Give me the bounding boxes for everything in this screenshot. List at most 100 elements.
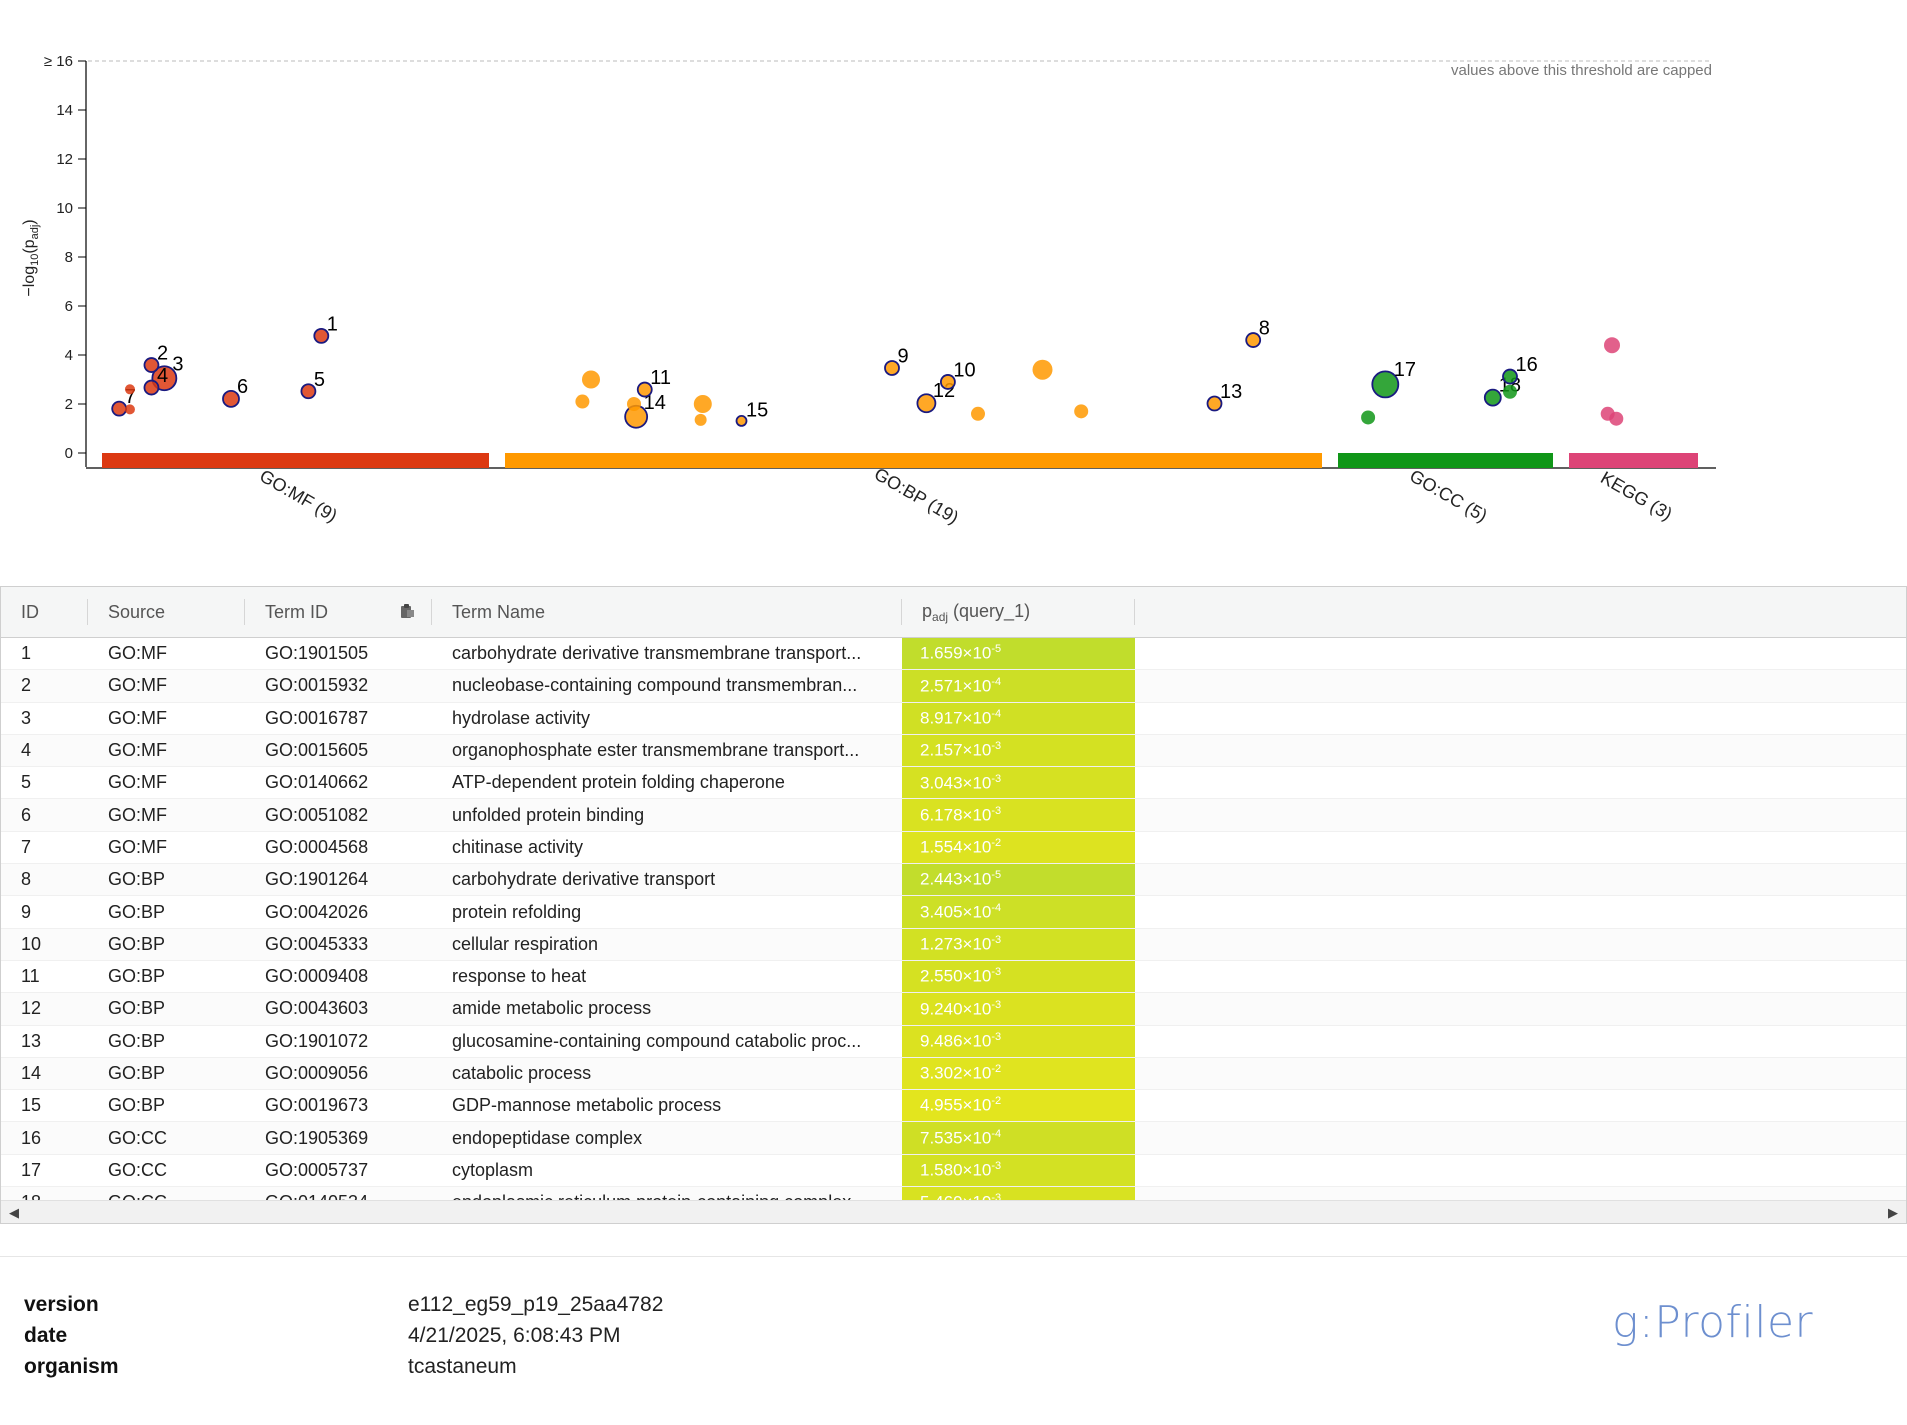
scroll-left-icon[interactable]: ◀ <box>9 1205 19 1220</box>
data-point[interactable] <box>575 394 590 409</box>
y-tick-label: 0 <box>65 445 73 462</box>
table-row[interactable]: 7 GO:MF GO:0004568 chitinase activity 1.554×… <box>1 831 1906 865</box>
table-row[interactable]: 1 GO:MF GO:1901505 carbohydrate derivative … <box>1 637 1906 671</box>
cell-id: 17 <box>1 1154 88 1188</box>
data-point[interactable] <box>636 381 653 398</box>
cell-term-id: GO:1905369 <box>245 1121 432 1155</box>
table-row[interactable]: 15 GO:BP GO:0019673 GDP-mannose metabolic p… <box>1 1089 1906 1123</box>
cell-term-name: carbohydrate derivative transport <box>432 863 902 897</box>
cell-padj: 9.486×10-3 <box>902 1025 1135 1058</box>
cell-source: GO:MF <box>88 766 245 800</box>
cell-padj: 3.302×10-2 <box>902 1057 1135 1091</box>
source-label: KEGG (3) <box>1597 467 1675 524</box>
meta-date-label: date <box>24 1324 68 1347</box>
header-padj[interactable]: padj (query_1) <box>902 587 1135 638</box>
cell-term-id: GO:0042026 <box>245 895 432 929</box>
cell-id: 5 <box>1 766 88 800</box>
data-point[interactable] <box>1502 368 1518 385</box>
cell-source: GO:CC <box>88 1154 245 1188</box>
data-point[interactable] <box>694 413 707 426</box>
table-row[interactable]: 2 GO:MF GO:0015932 nucleobase-containing co… <box>1 669 1906 703</box>
source-bar-kegg[interactable] <box>1569 453 1698 468</box>
data-point[interactable] <box>124 404 135 415</box>
data-point[interactable] <box>1604 337 1620 354</box>
data-point[interactable] <box>916 393 937 414</box>
source-bars: GO:MF (9) GO:BP (19) GO:CC (5) KEGG (3) <box>102 453 1698 528</box>
data-point[interactable] <box>884 360 900 376</box>
data-point[interactable] <box>1371 370 1400 399</box>
point-label: 4 <box>157 365 168 387</box>
cell-term-name: chitinase activity <box>432 831 902 865</box>
header-id[interactable]: ID <box>1 587 88 638</box>
header-term-id[interactable]: Term ID <box>245 587 432 638</box>
data-point[interactable] <box>735 415 748 427</box>
data-point[interactable] <box>143 357 160 373</box>
table-row[interactable]: 12 GO:BP GO:0043603 amide metabolic process… <box>1 992 1906 1026</box>
data-point[interactable] <box>627 397 641 411</box>
horizontal-scrollbar[interactable]: ◀ ▶ <box>1 1200 1906 1223</box>
cell-term-name: response to heat <box>432 960 902 994</box>
data-point[interactable] <box>693 395 712 413</box>
data-points[interactable]: 173141261872451119101381615 <box>111 313 1624 429</box>
header-term-name[interactable]: Term Name <box>432 587 902 638</box>
cap-note: values above this threshold are capped <box>1451 62 1712 79</box>
data-point[interactable] <box>582 370 600 389</box>
table-row[interactable]: 16 GO:CC GO:1905369 endopeptidase complex 7.… <box>1 1121 1906 1155</box>
source-bar-go-bp[interactable] <box>505 453 1322 468</box>
cell-empty <box>1135 928 1906 961</box>
data-point[interactable] <box>1245 332 1262 348</box>
header-source[interactable]: Source <box>88 587 245 638</box>
table-row[interactable]: 11 GO:BP GO:0009408 response to heat 2.550×1… <box>1 960 1906 994</box>
cell-padj: 1.659×10-5 <box>902 637 1135 671</box>
table-row[interactable]: 17 GO:CC GO:0005737 cytoplasm 1.580×10-3 <box>1 1154 1906 1188</box>
data-point[interactable] <box>1361 410 1376 425</box>
cell-term-name: glucosamine-containing compound cataboli… <box>432 1025 902 1058</box>
data-point[interactable] <box>222 389 240 408</box>
cell-empty <box>1135 1025 1906 1058</box>
cell-empty <box>1135 895 1906 929</box>
y-tick-label: 8 <box>65 249 73 266</box>
y-tick-label: 4 <box>65 347 73 364</box>
point-label: 9 <box>898 345 909 367</box>
table-row[interactable]: 10 GO:BP GO:0045333 cellular respiration 1.2… <box>1 928 1906 961</box>
source-bar-go-cc[interactable] <box>1338 453 1553 468</box>
cell-term-id: GO:0019673 <box>245 1089 432 1123</box>
table-row[interactable]: 14 GO:BP GO:0009056 catabolic process 3.302×… <box>1 1057 1906 1091</box>
cell-term-id: GO:0015932 <box>245 669 432 703</box>
cell-id: 7 <box>1 831 88 865</box>
table-row[interactable]: 4 GO:MF GO:0015605 organophosphate ester tr… <box>1 734 1906 768</box>
results-table: ID Source Term ID Term Name padj (query_… <box>0 586 1907 1224</box>
data-point[interactable] <box>1609 411 1624 426</box>
cell-source: GO:MF <box>88 637 245 671</box>
data-point[interactable] <box>1206 395 1223 412</box>
data-point[interactable] <box>143 379 160 396</box>
data-point[interactable] <box>124 384 135 395</box>
data-point[interactable] <box>971 406 985 421</box>
data-point[interactable] <box>1483 388 1502 407</box>
cell-empty <box>1135 734 1906 768</box>
table-row[interactable]: 9 GO:BP GO:0042026 protein refolding 3.405×1… <box>1 895 1906 929</box>
cell-term-name: carbohydrate derivative transmembrane tr… <box>432 637 902 671</box>
source-bar-go-mf[interactable] <box>102 453 489 468</box>
table-row[interactable]: 5 GO:MF GO:0140662 ATP-dependent protein fo… <box>1 766 1906 800</box>
table-row[interactable]: 13 GO:BP GO:1901072 glucosamine-containing … <box>1 1025 1906 1058</box>
cell-empty <box>1135 766 1906 800</box>
cell-padj: 8.917×10-4 <box>902 702 1135 735</box>
y-tick-label: 2 <box>65 396 73 413</box>
table-row[interactable]: 8 GO:BP GO:1901264 carbohydrate derivative … <box>1 863 1906 897</box>
clipboard-icon[interactable] <box>400 603 414 619</box>
cell-empty <box>1135 637 1906 671</box>
cell-term-id: GO:0004568 <box>245 831 432 865</box>
data-point[interactable] <box>1503 384 1517 399</box>
gprofiler-logo[interactable]: g:Profiler <box>1612 1297 1814 1348</box>
cell-id: 9 <box>1 895 88 929</box>
data-point[interactable] <box>300 383 317 400</box>
data-point[interactable] <box>313 327 330 344</box>
scroll-right-icon[interactable]: ▶ <box>1888 1205 1898 1220</box>
data-point[interactable] <box>940 374 956 390</box>
table-row[interactable]: 3 GO:MF GO:0016787 hydrolase activity 8.917×… <box>1 702 1906 735</box>
data-point[interactable] <box>1032 359 1053 380</box>
point-label: 10 <box>953 359 975 381</box>
data-point[interactable] <box>1074 404 1089 419</box>
table-row[interactable]: 6 GO:MF GO:0051082 unfolded protein binding… <box>1 798 1906 832</box>
